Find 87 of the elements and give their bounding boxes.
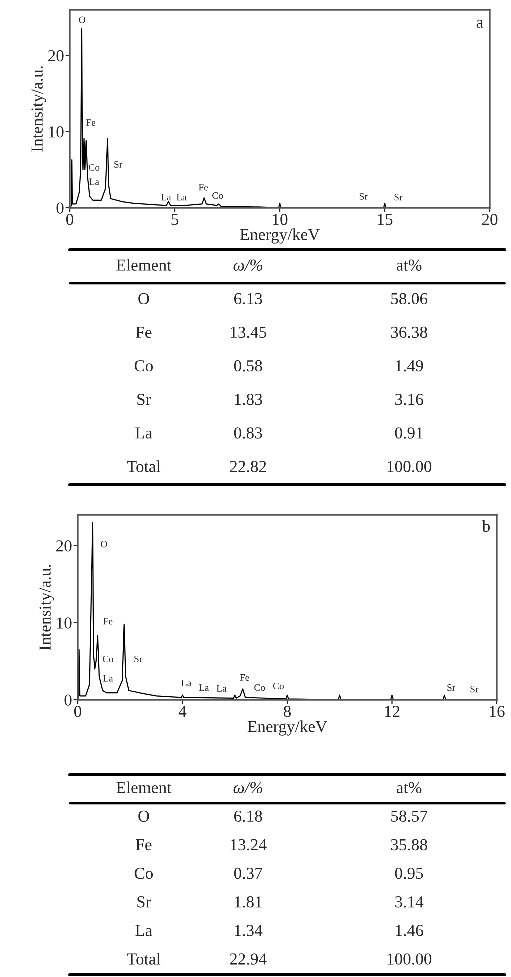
annotation: La	[103, 675, 114, 682]
text: ω/%	[234, 782, 263, 794]
annotation: Co	[212, 192, 224, 200]
annotation: O	[79, 16, 86, 24]
annotation: O	[101, 541, 108, 548]
x-tick-label: 8	[284, 706, 292, 718]
text: at%	[396, 782, 422, 794]
data-label: 1.81	[235, 896, 262, 908]
data-label: 1.46	[396, 925, 424, 936]
y-tick-label: 10	[57, 618, 72, 629]
data-label: 6.18	[234, 810, 262, 822]
category-label: O	[138, 293, 150, 305]
category-label: Fe	[136, 327, 152, 338]
annotation: Fe	[240, 674, 250, 682]
annotation: La	[90, 178, 100, 186]
data-label: 1.49	[396, 360, 424, 372]
category-label: La	[136, 925, 153, 936]
y-tick-label: 20	[56, 540, 72, 552]
data-label: 36.38	[391, 326, 428, 338]
text: Element	[116, 259, 172, 271]
x-tick-label: 20	[482, 214, 498, 226]
data-label: 100.00	[388, 954, 432, 965]
data-label: 13.45	[231, 326, 266, 338]
y-axis-title: Intensity/a.u.	[32, 66, 46, 152]
y-axis-title: Intensity/a.u.	[40, 565, 54, 650]
category-label: Total	[127, 460, 161, 472]
annotation: Co	[102, 656, 114, 663]
data-label: 1.83	[235, 394, 262, 406]
annotation: a	[476, 20, 484, 28]
annotation: Fe	[104, 618, 113, 625]
data-label: 58.57	[392, 810, 428, 822]
x-axis-title: Energy/keV	[240, 228, 320, 244]
data-label: 6.13	[234, 293, 262, 305]
x-tick-label: 0	[74, 706, 82, 718]
annotation: Sr	[394, 194, 403, 201]
annotation: La	[182, 680, 192, 686]
data-label: 100.00	[388, 461, 432, 472]
data-label: 1.34	[235, 925, 263, 936]
data-label: 58.06	[392, 293, 428, 305]
data-label: 0.58	[234, 360, 262, 372]
category-label: Co	[134, 360, 154, 372]
category-label: Sr	[138, 394, 152, 406]
x-tick-label: 5	[172, 214, 179, 226]
data-label: 35.88	[391, 839, 428, 851]
data-label: 3.14	[396, 896, 424, 908]
annotation: La	[216, 685, 227, 692]
annotation: La	[176, 194, 187, 201]
x-tick-label: 4	[178, 706, 187, 718]
category-label: Fe	[136, 840, 152, 851]
y-tick-label: 20	[48, 50, 64, 62]
data-label: 0.91	[395, 428, 423, 439]
x-tick-label: 16	[490, 706, 505, 718]
data-label: 22.82	[230, 461, 266, 472]
data-label: 0.37	[234, 868, 262, 880]
data-label: 0.95	[395, 868, 424, 880]
annotation: Co	[273, 682, 284, 690]
text: Element	[116, 782, 172, 794]
data-label: 22.94	[230, 954, 267, 965]
x-tick-label: 15	[378, 214, 393, 226]
annotation: Co	[89, 164, 100, 171]
text: ω/%	[234, 260, 263, 272]
data-label: 0.83	[234, 428, 262, 439]
annotation: La	[161, 194, 172, 201]
x-axis-title: Energy/keV	[248, 720, 328, 736]
annotation: Sr	[470, 686, 479, 693]
annotation: La	[199, 684, 210, 692]
annotation: b	[482, 520, 490, 532]
data-label: 13.24	[231, 839, 267, 851]
y-tick-label: 0	[56, 202, 64, 214]
text: at%	[396, 260, 422, 272]
x-tick-label: 10	[273, 214, 288, 226]
category-label: Total	[127, 953, 161, 965]
annotation: Sr	[114, 161, 123, 168]
y-tick-label: 0	[64, 694, 72, 706]
category-label: La	[136, 428, 153, 439]
annotation: Co	[254, 684, 266, 692]
annotation: Sr	[360, 193, 368, 200]
annotation: Fe	[198, 184, 208, 191]
category-label: Co	[134, 868, 154, 880]
annotation: Sr	[448, 684, 456, 692]
category-label: Sr	[138, 896, 152, 908]
annotation: Fe	[86, 120, 96, 126]
category-label: O	[138, 810, 150, 822]
annotation: Sr	[134, 656, 143, 663]
data-label: 3.16	[396, 394, 424, 406]
x-tick-label: 12	[385, 706, 400, 718]
y-tick-label: 10	[49, 126, 64, 138]
